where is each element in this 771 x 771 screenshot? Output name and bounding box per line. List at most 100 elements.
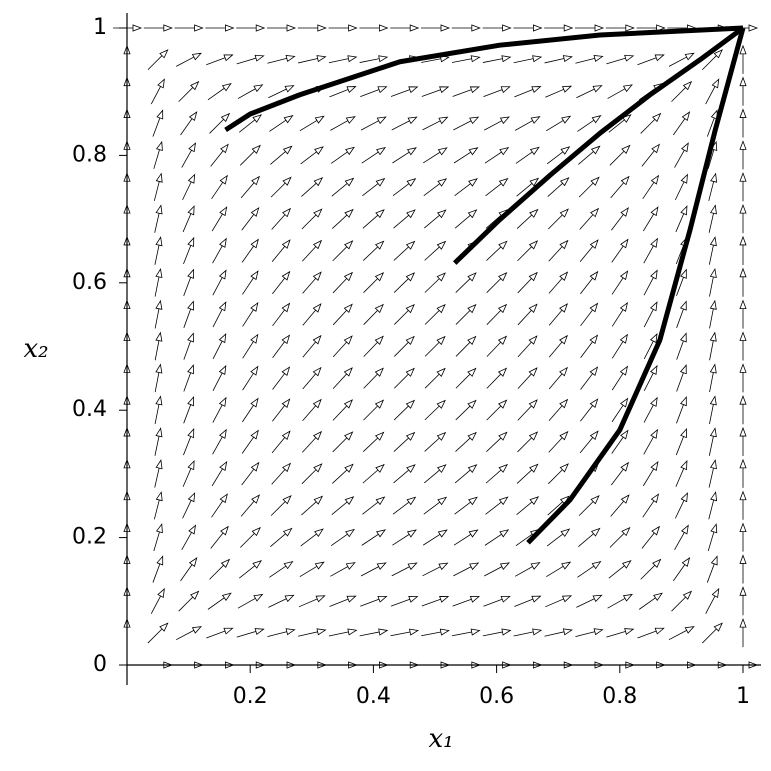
field-arrowhead: [467, 399, 477, 409]
field-arrowhead: [252, 114, 263, 123]
field-arrowhead: [155, 236, 163, 247]
field-arrowhead: [499, 529, 510, 538]
field-arrowhead: [528, 303, 538, 313]
field-arrowhead: [559, 177, 570, 187]
field-arrowhead: [649, 333, 658, 344]
field-arrowhead: [709, 363, 717, 374]
x-axis-label: x₁: [428, 724, 453, 754]
field-arrowhead: [625, 24, 635, 32]
field-arrowhead: [155, 459, 163, 470]
field-arrowhead: [533, 24, 543, 32]
field-arrowhead: [498, 431, 508, 441]
field-arrowhead: [315, 595, 326, 603]
field-arrowhead: [592, 85, 603, 93]
field-arrowhead: [559, 334, 568, 345]
field-arrowhead: [681, 557, 691, 567]
field-arrowhead: [684, 626, 695, 634]
field-arrowhead: [374, 272, 385, 282]
field-arrowhead: [497, 335, 508, 345]
field-arrowhead: [739, 140, 747, 150]
field-arrowhead: [468, 178, 478, 187]
y-axis-label: x₂: [23, 334, 48, 364]
field-arrowhead: [316, 628, 327, 636]
y-tick-label: 0: [93, 652, 107, 677]
field-arrowhead: [155, 204, 163, 215]
field-arrowhead: [500, 595, 511, 603]
field-arrowhead: [680, 427, 687, 439]
field-arrowhead: [344, 431, 354, 441]
field-arrowhead: [528, 335, 538, 345]
field-arrowhead: [593, 628, 604, 636]
field-arrowhead: [650, 460, 659, 471]
field-arrowhead: [254, 54, 265, 62]
field-arrowhead: [220, 525, 229, 536]
y-tick-label: 0.4: [72, 397, 107, 422]
field-arrowhead: [652, 112, 662, 123]
field-arrowhead: [563, 24, 574, 32]
field-arrowhead: [191, 52, 202, 61]
field-arrowhead: [188, 142, 197, 153]
field-arrowhead: [314, 146, 324, 155]
field-arrowhead: [559, 271, 569, 281]
field-arrowhead: [590, 527, 601, 537]
x-tick-label: 0.6: [479, 684, 514, 709]
field-arrowhead: [682, 590, 693, 600]
field-arrowhead: [282, 527, 293, 537]
field-arrowhead: [281, 366, 291, 377]
field-arrowhead: [439, 596, 450, 603]
field-arrowhead: [710, 491, 718, 502]
field-arrowhead: [406, 529, 417, 538]
field-arrowhead: [436, 209, 447, 219]
field-arrowhead: [406, 147, 417, 156]
field-arrowhead: [468, 529, 479, 538]
field-arrowhead: [406, 464, 416, 474]
field-arrowhead: [684, 52, 695, 61]
field-arrowhead: [593, 55, 604, 62]
field-arrowhead: [343, 271, 354, 282]
field-arrowhead: [652, 558, 662, 569]
field-arrowhead: [223, 627, 234, 635]
field-arrowhead: [317, 24, 327, 32]
field-arrowhead: [187, 236, 195, 248]
field-arrowhead: [405, 431, 416, 441]
field-arrowhead: [281, 302, 291, 313]
field-arrowhead: [651, 143, 661, 154]
field-arrowhead: [282, 176, 292, 186]
field-arrowhead: [251, 144, 261, 154]
field-arrowhead: [739, 172, 747, 182]
field-arrowhead: [250, 429, 259, 440]
field-arrowhead: [285, 55, 296, 62]
field-arrowhead: [739, 618, 747, 628]
field-arrowhead: [650, 428, 659, 439]
field-arrowhead: [680, 268, 687, 279]
field-arrowhead: [709, 267, 717, 279]
field-arrowhead: [739, 235, 747, 246]
field-arrowhead: [221, 82, 232, 92]
field-arrowhead: [560, 146, 571, 155]
field-arrowhead: [284, 594, 295, 603]
field-arrowhead: [281, 430, 291, 441]
field-arrowhead: [559, 208, 569, 218]
field-arrowhead: [191, 626, 202, 634]
field-arrowhead: [709, 459, 717, 470]
field-arrowhead: [155, 172, 163, 183]
field-arrowhead: [532, 55, 543, 63]
field-arrowhead: [437, 147, 448, 156]
field-arrowhead: [376, 562, 387, 570]
field-arrowhead: [378, 24, 389, 32]
field-arrowhead: [343, 303, 353, 313]
field-arrowhead: [589, 239, 599, 249]
field-arrowhead: [375, 240, 385, 250]
x-tick-label: 1: [736, 684, 750, 709]
field-arrowhead: [589, 430, 599, 441]
field-arrowhead: [406, 209, 416, 219]
field-arrowhead: [155, 331, 163, 342]
direction-field: [113, 24, 759, 669]
field-arrowhead: [375, 463, 385, 473]
field-arrowhead: [531, 86, 542, 93]
field-arrowhead: [405, 335, 415, 346]
field-arrowhead: [313, 208, 323, 218]
field-arrowhead: [250, 461, 260, 472]
field-arrowhead: [710, 523, 718, 534]
field-arrowhead: [187, 427, 195, 439]
